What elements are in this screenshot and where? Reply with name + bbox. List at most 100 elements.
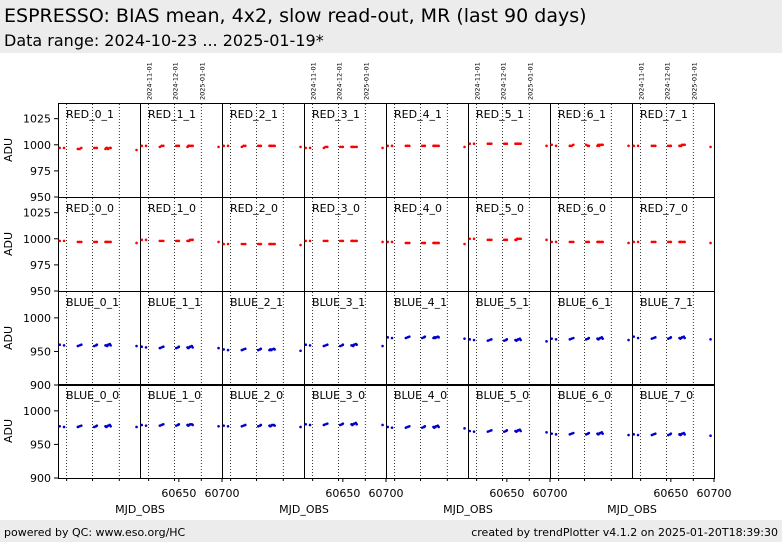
data-point: [519, 429, 522, 433]
date-marker-label: 2024-12-01: [500, 62, 508, 100]
data-point: [217, 425, 220, 428]
data-point: [95, 146, 99, 150]
data-point: [627, 144, 630, 148]
x-axis-label: MJD_OBS: [607, 503, 657, 516]
data-point: [226, 242, 230, 246]
data-point: [222, 144, 226, 148]
data-point: [423, 144, 427, 148]
data-point: [669, 336, 673, 339]
y-tick-label: 1000: [23, 312, 51, 325]
data-point: [554, 240, 558, 244]
panel-frame: [632, 291, 715, 386]
data-point: [162, 345, 165, 349]
data-point: [58, 425, 62, 428]
data-point: [95, 343, 99, 347]
data-point: [572, 240, 575, 244]
x-tick-label: 60700: [205, 487, 240, 500]
panel-label: RED_2_1: [230, 108, 278, 121]
data-point: [636, 144, 640, 148]
date-marker-label: 2024-11-01: [146, 62, 154, 100]
y-tick-label: 975: [30, 259, 51, 272]
data-point: [683, 240, 686, 244]
data-point: [587, 336, 591, 340]
data-point: [62, 425, 66, 429]
data-point: [299, 243, 302, 247]
data-point: [58, 146, 62, 150]
trend-chart-grid: 950 975 1000 1025 ADU RED_0_1 RED_1_1 RED_2_1 RE…: [2, 62, 732, 516]
data-point: [550, 240, 554, 244]
data-point: [463, 337, 466, 340]
data-point: [135, 148, 138, 152]
data-point: [226, 144, 230, 148]
data-point: [259, 242, 263, 246]
data-point: [408, 241, 411, 245]
data-point: [572, 143, 575, 147]
panel-label: RED_7_0: [640, 202, 688, 215]
data-point: [341, 343, 345, 347]
data-point: [191, 144, 194, 148]
y-tick-label: 1025: [23, 207, 51, 220]
data-point: [423, 241, 427, 245]
data-point: [636, 433, 640, 437]
data-point: [62, 239, 66, 243]
data-point: [341, 145, 345, 149]
data-point: [62, 344, 66, 347]
data-point: [222, 242, 226, 246]
data-point: [355, 239, 358, 243]
data-point: [226, 348, 230, 352]
panel-label: RED_1_0: [148, 202, 196, 215]
data-point: [669, 240, 673, 244]
data-point: [273, 144, 276, 148]
data-point: [683, 336, 686, 340]
panel-label: BLUE_4_0: [394, 389, 447, 402]
data-point: [304, 239, 308, 243]
data-point: [437, 336, 440, 339]
data-point: [355, 343, 358, 347]
data-point: [135, 425, 138, 429]
date-marker-label: 2024-11-01: [638, 62, 646, 100]
data-point: [355, 145, 358, 149]
data-point: [490, 429, 493, 432]
data-point: [472, 142, 476, 146]
data-point: [326, 422, 329, 425]
data-point: [545, 340, 548, 343]
data-point: [601, 337, 604, 340]
data-point: [709, 145, 712, 149]
data-point: [468, 142, 472, 146]
data-point: [505, 142, 509, 146]
data-point: [437, 144, 440, 148]
panel-label: BLUE_1_0: [148, 389, 201, 402]
data-point: [654, 144, 657, 148]
data-point: [468, 338, 472, 341]
data-point: [95, 424, 99, 427]
data-point: [519, 142, 522, 146]
data-point: [463, 427, 466, 430]
data-point: [259, 347, 263, 351]
data-point: [326, 239, 329, 243]
data-point: [601, 432, 604, 435]
data-point: [632, 144, 636, 148]
data-point: [162, 422, 165, 426]
data-point: [109, 425, 112, 428]
data-point: [572, 431, 575, 435]
data-point: [244, 347, 247, 351]
x-tick-label: 60650: [161, 487, 196, 500]
data-point: [222, 424, 226, 427]
data-point: [381, 423, 384, 427]
data-point: [627, 433, 630, 437]
data-point: [222, 348, 226, 351]
data-point: [472, 338, 476, 342]
y-tick-label: 950: [30, 345, 51, 358]
panel-label: RED_7_1: [640, 108, 688, 121]
data-point: [217, 346, 220, 350]
date-marker-label: 2024-12-01: [336, 62, 344, 100]
data-point: [386, 425, 390, 429]
data-point: [191, 238, 194, 242]
panel-label: BLUE_2_0: [230, 389, 283, 402]
data-point: [654, 336, 657, 339]
x-tick-label: 60650: [489, 487, 524, 500]
panel-label: BLUE_5_0: [476, 389, 529, 402]
data-point: [191, 423, 194, 427]
header-bar: ESPRESSO: BIAS mean, 4x2, slow read-out,…: [0, 0, 782, 53]
panel-label: BLUE_2_1: [230, 296, 283, 309]
